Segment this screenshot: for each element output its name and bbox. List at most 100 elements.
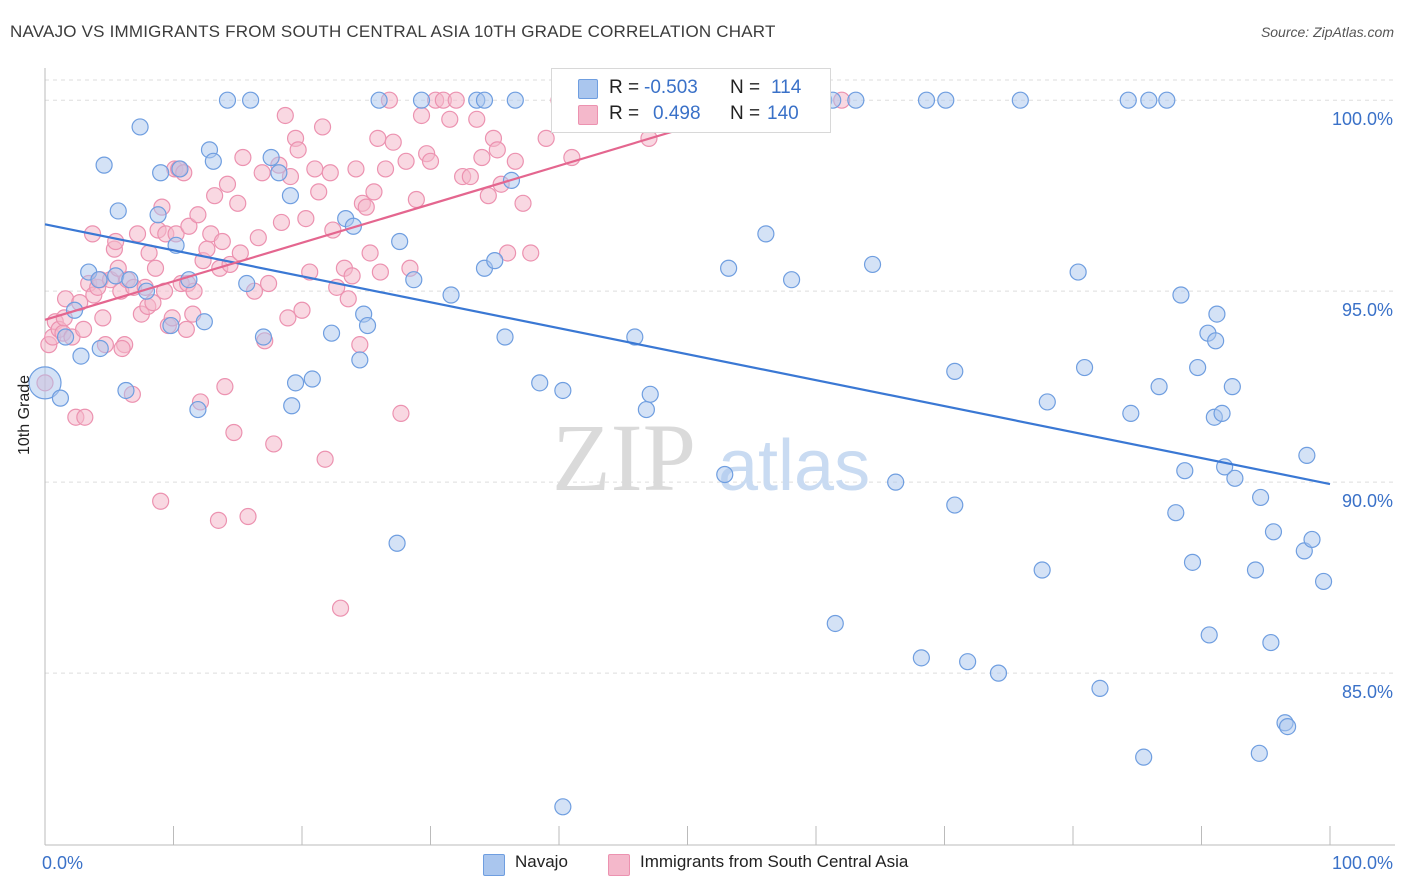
- navajo-point: [1246, 561, 1265, 579]
- x-tick-label: 0.0%: [42, 853, 83, 873]
- navajo-point: [720, 259, 738, 277]
- legend-row-navajo: R = -0.503 N = 114: [552, 75, 830, 101]
- axes: [44, 68, 1395, 846]
- legend-n-label: N =: [730, 103, 761, 124]
- immigrants-point: [384, 133, 402, 151]
- immigrants-point: [441, 110, 459, 128]
- immigrants-point: [506, 152, 524, 170]
- immigrants-point: [397, 152, 415, 170]
- immigrants-point: [265, 435, 283, 453]
- navajo-point: [1250, 744, 1268, 762]
- immigrants-point: [357, 198, 375, 216]
- navajo-point: [1119, 91, 1137, 109]
- navajo-point: [1122, 404, 1140, 422]
- immigrants-point: [365, 183, 383, 201]
- immigrants-point: [310, 183, 328, 201]
- navajo-point: [1226, 469, 1244, 487]
- navajo-point: [554, 381, 572, 400]
- navajo-point: [946, 496, 964, 514]
- legend-n-label: N =: [730, 77, 761, 98]
- navajo-point: [1298, 446, 1316, 465]
- navajo-point: [1262, 633, 1280, 652]
- navajo-point: [91, 339, 109, 358]
- watermark-zip: ZIP: [552, 404, 696, 511]
- navajo-point: [959, 653, 977, 671]
- immigrants-point: [331, 599, 350, 617]
- navajo-point: [391, 232, 409, 251]
- navajo-point: [195, 313, 213, 331]
- navajo-point: [1167, 504, 1185, 522]
- chart-title: NAVAJO VS IMMIGRANTS FROM SOUTH CENTRAL …: [10, 22, 776, 41]
- immigrants-point: [276, 106, 294, 125]
- navajo-point: [863, 255, 882, 274]
- immigrants-point: [177, 320, 195, 338]
- navajo-point: [322, 324, 341, 342]
- immigrants-point: [537, 129, 555, 147]
- immigrants-point: [351, 336, 369, 354]
- navajo-point: [358, 316, 377, 335]
- navajo-point: [117, 381, 135, 400]
- immigrants-point: [447, 91, 465, 109]
- navajo-point: [189, 400, 207, 419]
- tick-labels: 85.0% 90.0% 95.0% 100.0% 0.0% 100.0%: [42, 109, 1393, 873]
- immigrants-point: [321, 164, 339, 182]
- navajo-point: [351, 351, 369, 369]
- legend-r-label: R =: [609, 103, 640, 124]
- bottom-legend-label-navajo: Navajo: [515, 852, 568, 871]
- navajo-point: [388, 534, 406, 552]
- immigrants-point: [376, 160, 395, 178]
- immigrants-point: [343, 267, 361, 285]
- immigrants-point: [514, 194, 532, 212]
- y-tick-label: 100.0%: [1332, 109, 1393, 129]
- immigrants-point: [128, 225, 147, 243]
- navajo-point: [254, 328, 273, 346]
- navajo-point: [1176, 462, 1194, 480]
- immigrants-point: [216, 378, 234, 396]
- navajo-point: [281, 187, 300, 205]
- legend-r-value: 0.498: [653, 103, 701, 124]
- bottom-legend-swatch-immigrants: [608, 854, 630, 876]
- immigrants-point: [499, 244, 517, 262]
- immigrants-point: [316, 450, 334, 468]
- y-tick-label: 95.0%: [1342, 300, 1393, 320]
- navajo-point: [912, 649, 930, 667]
- bottom-legend-label-immigrants: Immigrants from South Central Asia: [640, 852, 909, 871]
- y-axis-label: 10th Grade: [16, 374, 33, 455]
- navajo-point: [95, 156, 113, 174]
- navajo-point: [887, 473, 905, 491]
- immigrants-point: [253, 164, 271, 182]
- navajo-point: [90, 271, 108, 289]
- immigrants-point: [297, 210, 315, 228]
- bottom-legend-swatch-navajo: [483, 854, 505, 876]
- navajo-point: [152, 164, 170, 182]
- immigrants-point: [488, 141, 506, 159]
- navajo-point: [1075, 358, 1094, 377]
- immigrants-point: [421, 152, 440, 170]
- immigrants-point: [468, 110, 486, 128]
- navajo-point: [1172, 286, 1190, 304]
- navajo-point: [506, 91, 524, 109]
- immigrants-point: [209, 511, 228, 529]
- navajo-point: [1278, 717, 1297, 736]
- legend-n-value: 114: [771, 77, 802, 98]
- navajo-point: [757, 225, 775, 243]
- immigrants-point: [74, 320, 93, 338]
- navajo-point: [475, 91, 494, 109]
- immigrants-point: [293, 301, 311, 319]
- navajo-point: [917, 91, 936, 109]
- immigrants-point: [361, 244, 379, 262]
- navajo-point: [107, 267, 125, 285]
- navajo-point: [162, 316, 180, 335]
- navajo-point: [1264, 523, 1283, 541]
- legend-row-immigrants: R = 0.498 N = 140: [552, 101, 830, 127]
- legend-r-label: R =: [609, 77, 640, 98]
- immigrants-point: [473, 148, 491, 167]
- immigrants-point: [347, 160, 365, 178]
- navajo-point: [716, 465, 734, 484]
- immigrants-point: [479, 187, 497, 205]
- navajo-point: [1158, 91, 1176, 109]
- navajo-point: [286, 374, 305, 392]
- navajo-point: [1314, 572, 1333, 591]
- immigrants-point: [189, 206, 207, 224]
